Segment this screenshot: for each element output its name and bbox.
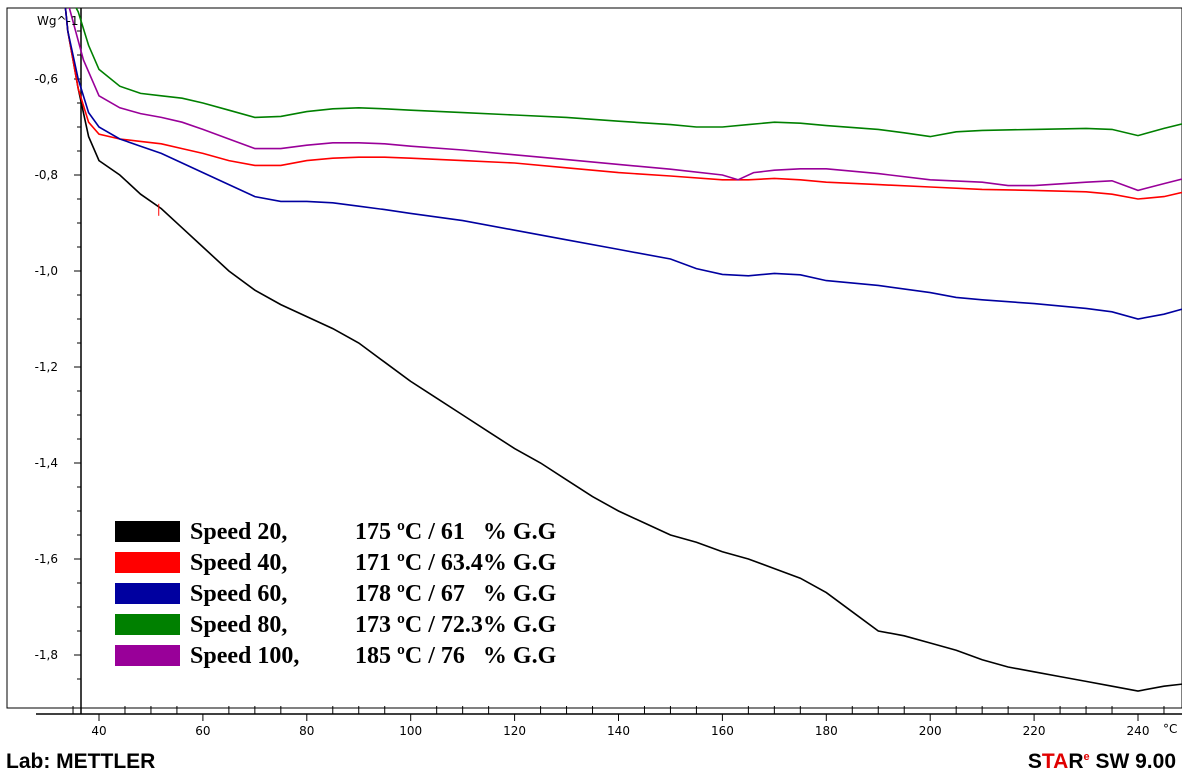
x-tick-label: 80 — [299, 724, 314, 738]
y-tick-label: -1,6 — [35, 552, 58, 566]
plot-border — [7, 8, 1182, 708]
x-tick-label: 120 — [503, 724, 526, 738]
legend-series-value: 185 ºC / 76 % G.G — [355, 643, 557, 669]
legend-series-value: 173 ºC / 72.3% G.G — [355, 612, 557, 638]
legend-swatch — [115, 614, 180, 635]
legend-swatch — [115, 645, 180, 666]
x-tick-label: 140 — [607, 724, 630, 738]
x-axis-unit: °C — [1163, 722, 1177, 736]
legend-swatch — [115, 583, 180, 604]
legend-swatch — [115, 552, 180, 573]
legend-series-name: Speed 40, — [190, 550, 287, 576]
y-tick-label: -1,2 — [35, 360, 58, 374]
x-tick-label: 180 — [815, 724, 838, 738]
x-tick-label: 40 — [91, 724, 106, 738]
y-tick-label: -1,0 — [35, 264, 58, 278]
brand-version: SW 9.00 — [1090, 750, 1176, 773]
legend-series-name: Speed 60, — [190, 581, 287, 607]
legend-swatch — [115, 521, 180, 542]
x-tick-label: 240 — [1127, 724, 1150, 738]
software-version: STARe SW 9.00 — [1028, 750, 1176, 774]
x-tick-label: 60 — [195, 724, 210, 738]
legend-series-name: Speed 20, — [190, 519, 287, 545]
y-tick-label: -0,8 — [35, 168, 58, 182]
lab-label: Lab: METTLER — [6, 750, 155, 774]
x-tick-label: 100 — [399, 724, 422, 738]
x-tick-label: 200 — [919, 724, 942, 738]
y-axis-label: Wg^-1 — [37, 14, 79, 28]
y-tick-label: -0,6 — [35, 72, 58, 86]
y-tick-label: -1,8 — [35, 648, 58, 662]
legend-series-value: 175 ºC / 61 % G.G — [355, 519, 557, 545]
x-tick-label: 220 — [1023, 724, 1046, 738]
legend-series-name: Speed 100, — [190, 643, 299, 669]
y-tick-label: -1,4 — [35, 456, 58, 470]
legend-series-name: Speed 80, — [190, 612, 287, 638]
legend-series-value: 178 ºC / 67 % G.G — [355, 581, 557, 607]
plot-area: 40 60 80 100 120 140 160 180 200 220 240 -0,6 -0,8 -1… — [0, 0, 1182, 746]
x-tick-label: 160 — [711, 724, 734, 738]
brand-s: S — [1028, 750, 1042, 773]
legend-series-value: 171 ºC / 63.4% G.G — [355, 550, 557, 576]
brand-ta: TA — [1042, 750, 1068, 773]
brand-r: R — [1068, 750, 1083, 773]
